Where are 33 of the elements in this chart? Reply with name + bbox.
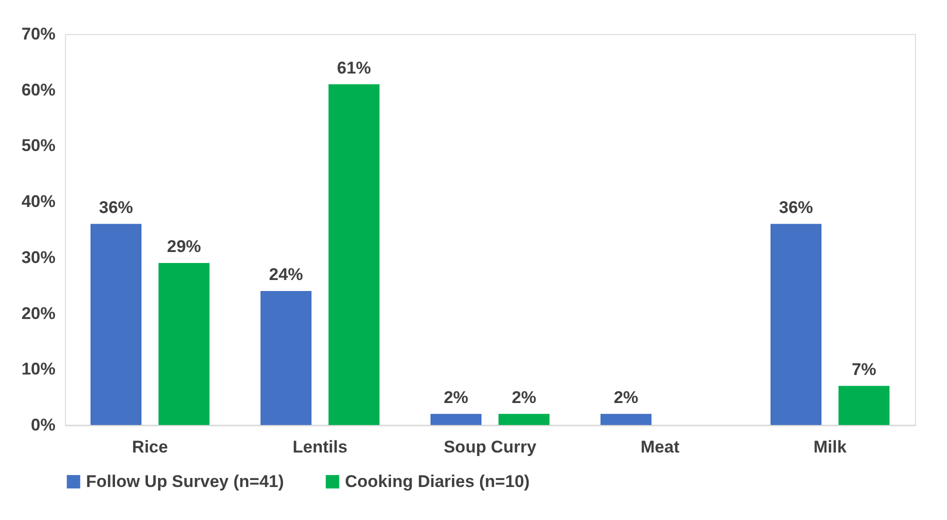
legend-label: Cooking Diaries (n=10)	[345, 472, 530, 491]
bar	[838, 386, 890, 425]
y-tick-label: 30%	[21, 248, 56, 267]
y-tick-label: 10%	[21, 360, 56, 379]
bar	[328, 84, 380, 425]
y-tick-label: 60%	[21, 80, 56, 100]
data-label: 36%	[98, 198, 134, 217]
bar	[498, 414, 550, 425]
x-tick-label: Lentils	[292, 438, 348, 456]
bar	[90, 224, 142, 425]
bar	[260, 290, 312, 425]
bar	[600, 414, 652, 425]
y-tick-label: 40%	[21, 192, 56, 212]
legend-label: Follow Up Survey (n=41)	[86, 472, 284, 491]
bar	[430, 414, 482, 425]
y-tick-label: 70%	[21, 24, 56, 44]
y-tick-label: 0%	[30, 416, 56, 434]
data-label: 2%	[512, 388, 536, 407]
data-label: 24%	[268, 264, 304, 284]
x-tick-label: Rice	[132, 438, 168, 456]
data-label: 29%	[166, 237, 202, 256]
data-label: 2%	[614, 388, 638, 407]
x-tick-label: Milk	[813, 438, 848, 456]
y-tick-label: 50%	[21, 136, 56, 156]
x-tick-label: Meat	[640, 438, 680, 456]
bar	[770, 224, 822, 425]
y-tick-label: 20%	[21, 304, 56, 323]
x-tick-label: Soup Curry	[444, 438, 537, 456]
data-label: 7%	[852, 360, 876, 379]
data-label: 36%	[778, 198, 814, 217]
data-label: 61%	[336, 58, 372, 78]
bar	[158, 263, 210, 425]
data-label: 2%	[444, 388, 468, 407]
